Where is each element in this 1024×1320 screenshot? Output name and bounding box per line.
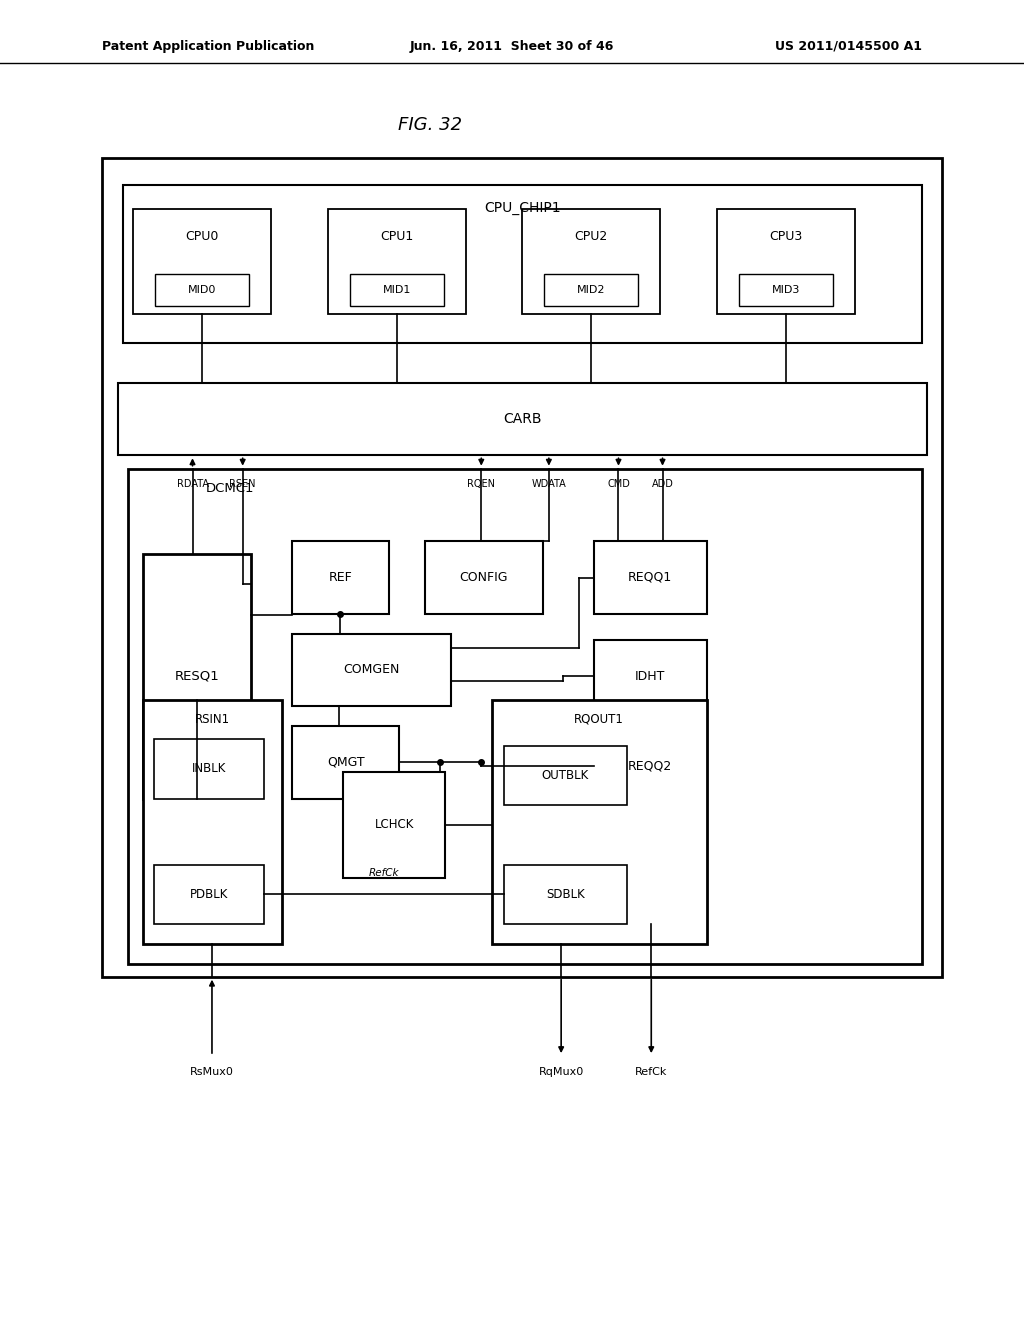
Text: RQEN: RQEN xyxy=(467,479,496,490)
Text: CPU2: CPU2 xyxy=(574,230,608,243)
Bar xyxy=(154,865,264,924)
Bar xyxy=(328,209,466,314)
Text: RqMux0: RqMux0 xyxy=(539,1067,584,1077)
Text: IDHT: IDHT xyxy=(635,671,666,682)
Text: RDATA: RDATA xyxy=(176,479,209,490)
Text: RefCk: RefCk xyxy=(369,869,399,879)
Text: Jun. 16, 2011  Sheet 30 of 46: Jun. 16, 2011 Sheet 30 of 46 xyxy=(410,40,614,53)
Text: REQQ2: REQQ2 xyxy=(628,759,673,772)
Text: CPU3: CPU3 xyxy=(769,230,803,243)
Bar xyxy=(492,700,707,944)
Bar xyxy=(504,746,627,805)
Bar xyxy=(133,209,271,314)
Text: RQOUT1: RQOUT1 xyxy=(574,713,624,726)
Bar xyxy=(154,739,264,799)
Text: CPU_CHIP1: CPU_CHIP1 xyxy=(484,201,560,215)
Text: REF: REF xyxy=(329,572,352,583)
Text: QMGT: QMGT xyxy=(327,756,365,768)
Bar xyxy=(143,554,251,799)
Text: OUTBLK: OUTBLK xyxy=(542,770,589,781)
Bar xyxy=(118,383,927,455)
Bar xyxy=(128,469,922,964)
Text: RefCk: RefCk xyxy=(635,1067,668,1077)
Bar xyxy=(292,541,389,614)
Text: US 2011/0145500 A1: US 2011/0145500 A1 xyxy=(774,40,922,53)
Text: Patent Application Publication: Patent Application Publication xyxy=(102,40,314,53)
Text: RsMux0: RsMux0 xyxy=(190,1067,233,1077)
Bar xyxy=(594,541,707,614)
Bar xyxy=(350,275,443,306)
Text: DCMC1: DCMC1 xyxy=(206,482,255,495)
Bar xyxy=(292,726,399,799)
Text: CONFIG: CONFIG xyxy=(460,572,508,583)
Text: INBLK: INBLK xyxy=(191,763,226,775)
Bar xyxy=(343,772,445,878)
Bar xyxy=(594,640,707,713)
Text: CARB: CARB xyxy=(503,412,542,426)
Bar xyxy=(143,700,282,944)
Bar xyxy=(123,185,922,343)
Bar xyxy=(102,158,942,977)
Bar xyxy=(425,541,543,614)
Text: RSEN: RSEN xyxy=(229,479,256,490)
Bar xyxy=(156,275,249,306)
Text: CMD: CMD xyxy=(607,479,630,490)
Text: MID1: MID1 xyxy=(383,285,411,294)
Text: MID3: MID3 xyxy=(772,285,800,294)
Text: REQQ1: REQQ1 xyxy=(628,572,673,583)
Text: SDBLK: SDBLK xyxy=(546,888,585,900)
Text: PDBLK: PDBLK xyxy=(189,888,228,900)
Bar xyxy=(594,726,707,805)
Bar xyxy=(545,275,638,306)
Text: ADD: ADD xyxy=(651,479,674,490)
Bar xyxy=(522,209,660,314)
Text: MID0: MID0 xyxy=(188,285,216,294)
Text: CPU1: CPU1 xyxy=(380,230,414,243)
Text: CPU0: CPU0 xyxy=(185,230,219,243)
Bar xyxy=(504,865,627,924)
Text: WDATA: WDATA xyxy=(531,479,566,490)
Bar xyxy=(717,209,855,314)
Text: RSIN1: RSIN1 xyxy=(195,713,230,726)
Text: MID2: MID2 xyxy=(578,285,605,294)
Text: COMGEN: COMGEN xyxy=(343,664,399,676)
Text: LCHCK: LCHCK xyxy=(375,818,414,832)
Bar xyxy=(292,634,451,706)
Text: RESQ1: RESQ1 xyxy=(175,671,219,682)
Text: FIG. 32: FIG. 32 xyxy=(398,116,462,135)
Bar xyxy=(739,275,833,306)
